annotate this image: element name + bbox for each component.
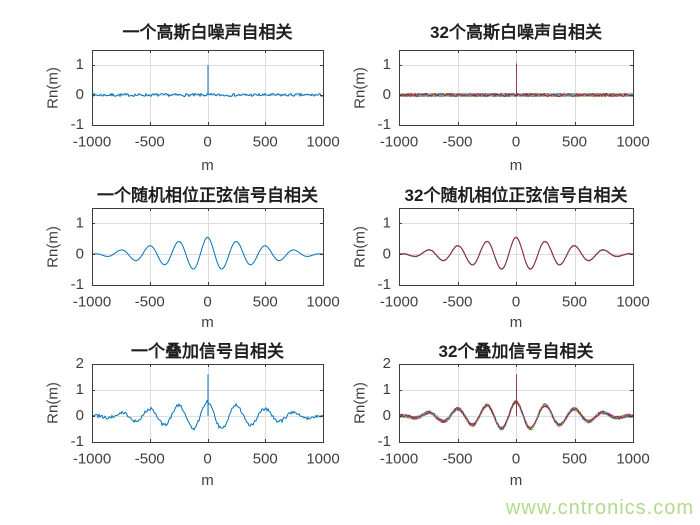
subplot-6-ylabel: Rn(m) bbox=[351, 382, 369, 424]
subplot-2-title: 32个高斯白噪声自相关 bbox=[430, 23, 602, 42]
subplot-3-xlabel: m bbox=[201, 314, 214, 331]
subplot-2-ylabel: Rn(m) bbox=[351, 67, 369, 109]
subplot-1-ylabel: Rn(m) bbox=[44, 67, 62, 109]
subplot-5-title: 一个叠加信号自相关 bbox=[131, 342, 284, 361]
subplot-1-title: 一个高斯白噪声自相关 bbox=[122, 23, 293, 42]
subplot-1-xlabel: m bbox=[201, 157, 214, 174]
watermark: www.cntronics.com bbox=[505, 497, 694, 519]
subplot-5-ylabel: Rn(m) bbox=[44, 382, 62, 424]
subplot-4-title: 32个随机相位正弦信号自相关 bbox=[404, 186, 628, 205]
subplot-4-xlabel: m bbox=[509, 314, 523, 331]
subplot-6-title: 32个叠加信号自相关 bbox=[438, 342, 594, 361]
subplot-3-title: 一个随机相位正弦信号自相关 bbox=[97, 186, 318, 205]
subplot-2-xlabel: m bbox=[509, 157, 523, 174]
subplot-5-xlabel: m bbox=[201, 472, 214, 489]
subplot-3-ylabel: Rn(m) bbox=[44, 226, 62, 268]
subplot-4-ylabel: Rn(m) bbox=[351, 226, 369, 268]
subplot-6-xlabel: m bbox=[509, 472, 523, 489]
